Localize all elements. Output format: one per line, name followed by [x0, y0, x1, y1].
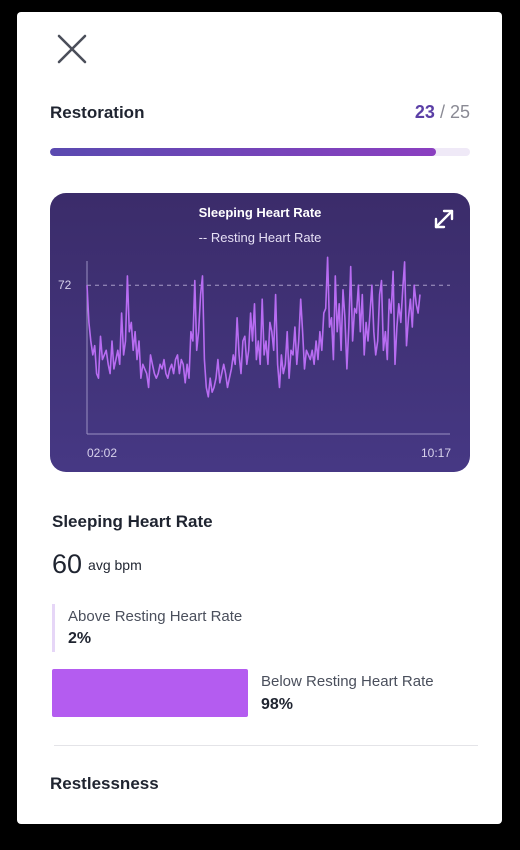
- chart-legend: -- Resting Heart Rate: [198, 230, 322, 245]
- below-resting-label: Below Resting Heart Rate: [261, 673, 434, 690]
- chart-title: Sleeping Heart Rate: [198, 205, 322, 220]
- score-value: 23: [414, 102, 435, 122]
- restoration-detail-screen: Restoration 23 / 25 72 02:02 10:17 Sleep…: [17, 12, 502, 824]
- restlessness-heading[interactable]: Restlessness: [50, 774, 159, 793]
- score-max: 25: [449, 102, 470, 122]
- above-resting-bar: [52, 604, 55, 652]
- score-separator: /: [434, 102, 450, 122]
- x-tick-label-start: 02:02: [87, 446, 117, 460]
- restoration-progress-fill: [50, 148, 437, 156]
- avg-bpm-unit: avg bpm: [88, 556, 142, 573]
- sleeping-heart-rate-heading: Sleeping Heart Rate: [52, 512, 213, 531]
- heart-rate-plot: 72 02:02 10:17: [58, 256, 451, 460]
- restoration-score: 23 / 25: [415, 102, 470, 123]
- avg-bpm-value: 60: [52, 549, 83, 579]
- restoration-title: Restoration: [50, 103, 145, 122]
- restoration-progress-bar: [50, 148, 470, 156]
- average-bpm: 60 avg bpm: [52, 549, 142, 580]
- above-resting-value: 2%: [68, 630, 92, 647]
- below-resting-value: 98%: [261, 696, 294, 713]
- below-resting-bar: [52, 669, 248, 717]
- above-resting-label: Above Resting Heart Rate: [68, 608, 243, 625]
- close-icon: [57, 34, 87, 64]
- close-button[interactable]: [55, 32, 89, 66]
- section-divider: [54, 745, 478, 746]
- sleeping-heart-rate-chart[interactable]: 72 02:02 10:17 Sleeping Heart Rate -- Re…: [50, 193, 470, 472]
- expand-button[interactable]: [432, 207, 456, 231]
- x-tick-label-end: 10:17: [421, 446, 451, 460]
- heart-rate-series-line: [86, 256, 421, 398]
- y-tick-label: 72: [58, 278, 72, 292]
- expand-icon: [434, 209, 454, 229]
